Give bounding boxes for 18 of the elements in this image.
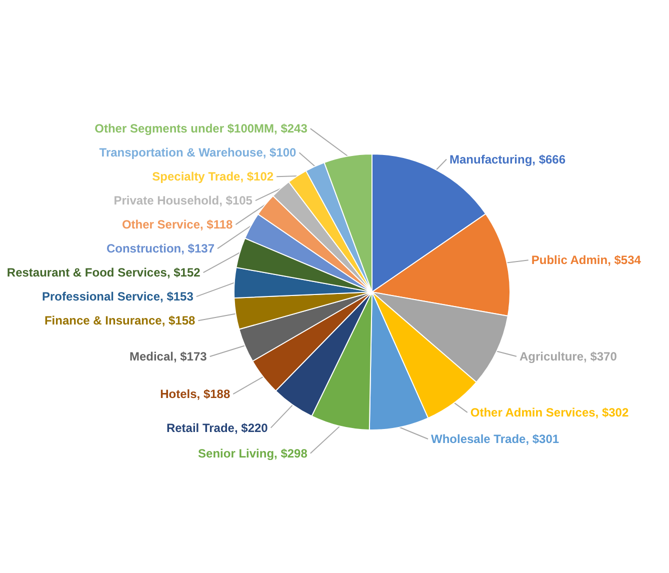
slice-label: Professional Service, $153 bbox=[42, 290, 194, 304]
slice-label: Specialty Trade, $102 bbox=[152, 170, 274, 184]
slice-label: Restaurant & Food Services, $152 bbox=[6, 266, 201, 280]
slice-label: Public Admin, $534 bbox=[531, 253, 642, 268]
slice-label: Medical, $173 bbox=[129, 350, 208, 364]
slice-label: Other Segments under $100MM, $243 bbox=[94, 122, 308, 136]
slice-label: Agriculture, $370 bbox=[520, 349, 618, 364]
slice-label: Senior Living, $298 bbox=[198, 446, 308, 460]
slice-label: Transportation & Warehouse, $100 bbox=[99, 146, 297, 160]
slice-label: Retail Trade, $220 bbox=[166, 420, 268, 435]
slice-label: Wholesale Trade, $301 bbox=[431, 432, 560, 446]
slice-label: Finance & Insurance, $158 bbox=[44, 314, 196, 328]
slice-label: Manufacturing, $666 bbox=[450, 152, 566, 166]
slice-label: Other Service, $118 bbox=[122, 218, 234, 232]
slice-label: Private Household, $105 bbox=[114, 194, 253, 208]
slice-label: Other Admin Services, $302 bbox=[470, 405, 629, 420]
slice-label: Construction, $137 bbox=[106, 242, 215, 256]
slice-label: Hotels, $188 bbox=[160, 387, 230, 402]
